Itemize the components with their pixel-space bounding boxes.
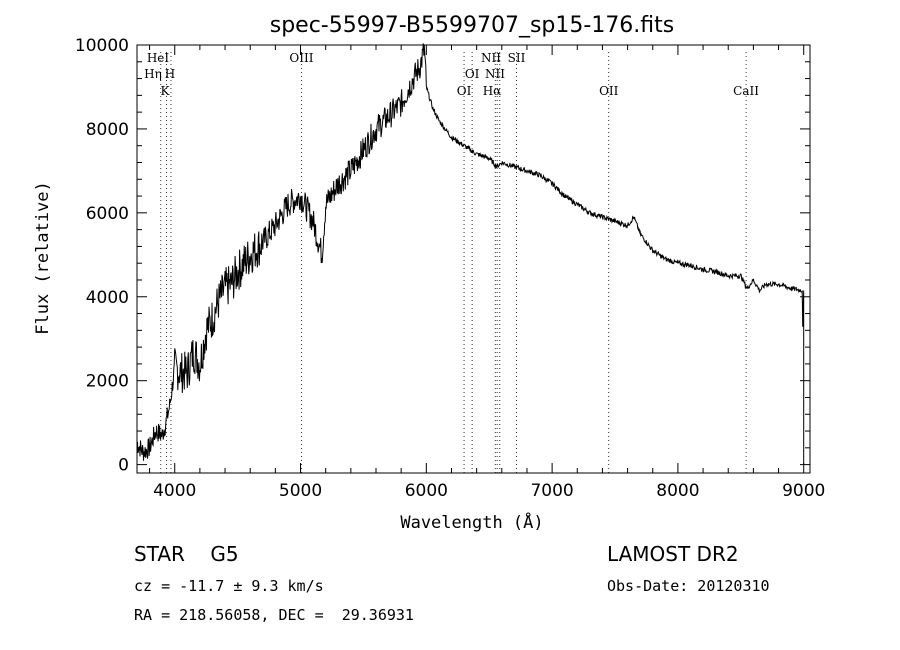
x-axis-label: Wavelength (Å) — [400, 511, 543, 533]
spectrum-line — [136, 43, 805, 465]
line-label-nii-1: NII — [481, 51, 501, 65]
x-tick-label: 4000 — [153, 481, 196, 501]
emission-line-markers: OIII OI OI SII OII CaII — [160, 51, 759, 473]
class-label: STAR — [134, 542, 185, 566]
line-label-heta: Hη — [144, 67, 162, 81]
line-label-5: OI — [465, 67, 480, 81]
y-tick-label: 0 — [118, 456, 129, 476]
chart-title: spec-55997-B5599707_sp15-176.fits — [270, 13, 675, 38]
redshift-text: cz = -11.7 ± 9.3 km/s — [134, 577, 324, 595]
line-label-11: CaII — [733, 84, 759, 98]
line-label-4: OI — [457, 84, 472, 98]
y-axis-label: Flux (relative) — [33, 181, 53, 335]
axis-ticks: 4000 5000 6000 7000 8000 9000 0 2000 4000 6000 800… — [75, 36, 825, 501]
y-tick-label: 10000 — [75, 36, 129, 56]
line-label-3: OIII — [289, 51, 313, 65]
survey-label: LAMOST DR2 — [607, 542, 739, 566]
y-tick-label: 2000 — [86, 372, 129, 392]
plot-frame — [136, 44, 811, 474]
line-label-h: H — [165, 67, 175, 81]
x-tick-label: 5000 — [279, 481, 322, 501]
x-tick-label: 8000 — [656, 481, 699, 501]
spectrum-series — [136, 43, 805, 465]
y-tick-label: 6000 — [86, 204, 129, 224]
coordinates-text: RA = 218.56058, DEC = 29.36931 — [134, 606, 414, 624]
line-label-k: K — [161, 84, 171, 98]
x-tick-label: 9000 — [782, 481, 825, 501]
object-class: STAR G5 — [134, 542, 239, 566]
subclass-label: G5 — [210, 542, 239, 566]
x-tick-label: 6000 — [405, 481, 448, 501]
line-label-9: SII — [508, 51, 526, 65]
emission-line-labels: HeI Hη H K NII NII Hα — [144, 51, 505, 98]
x-tick-label: 7000 — [530, 481, 573, 501]
y-tick-label: 8000 — [86, 120, 129, 140]
obs-date-text: Obs-Date: 20120310 — [607, 577, 770, 595]
y-tick-label: 4000 — [86, 288, 129, 308]
line-label-10: OII — [599, 84, 619, 98]
line-label-nii-2: NII — [485, 67, 505, 81]
line-label-hei: HeI — [147, 51, 170, 65]
line-label-halpha: Hα — [483, 84, 502, 98]
